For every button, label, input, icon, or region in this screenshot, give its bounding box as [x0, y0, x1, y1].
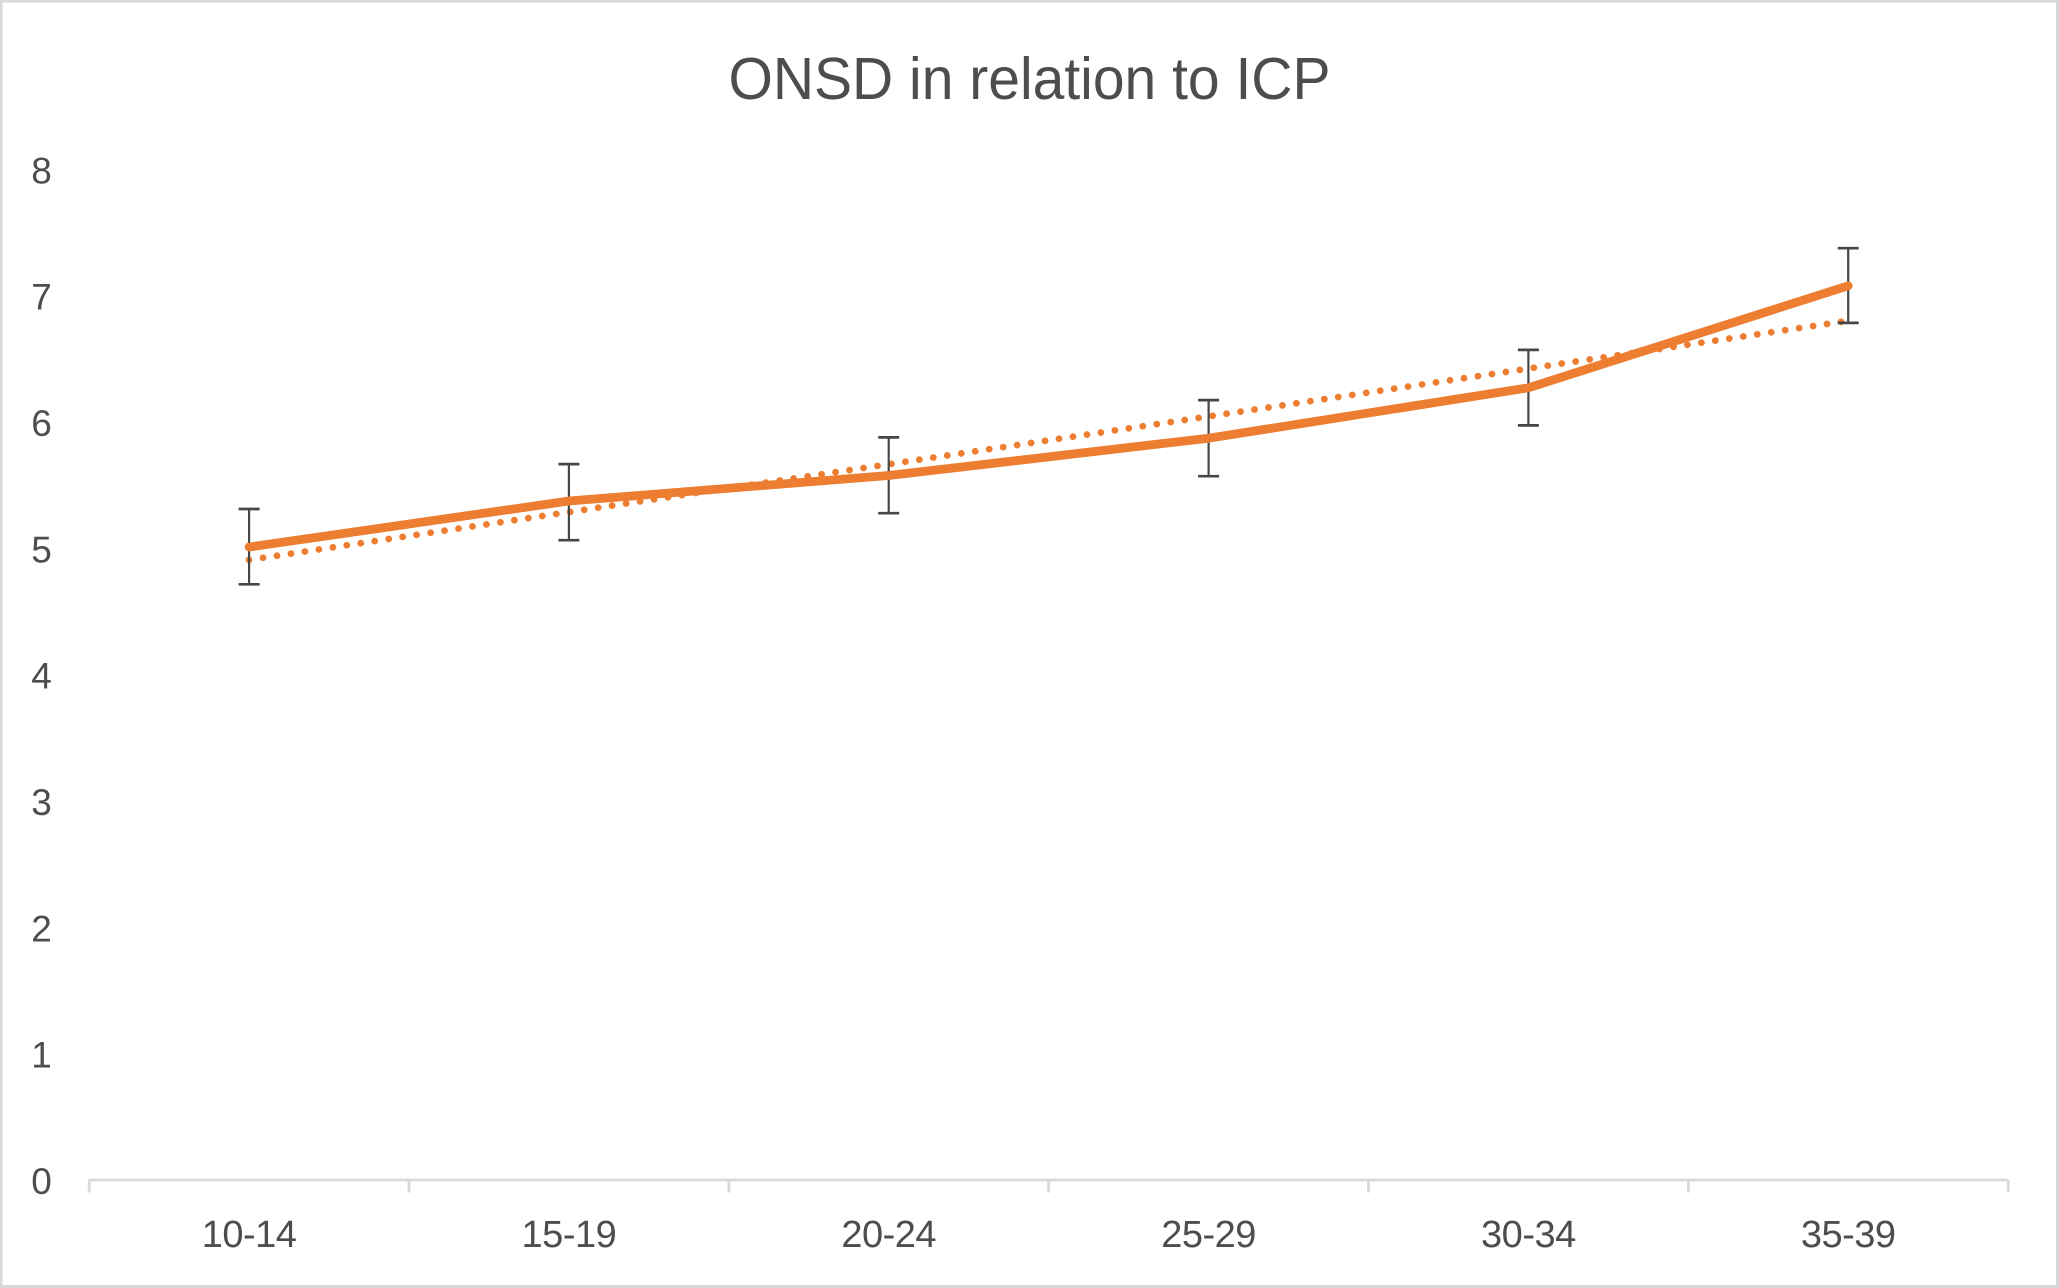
svg-text:ONSD in relation to ICP: ONSD in relation to ICP [729, 46, 1331, 112]
svg-text:5: 5 [31, 529, 52, 570]
svg-text:2: 2 [31, 908, 52, 949]
svg-text:4: 4 [31, 656, 52, 697]
svg-text:3: 3 [31, 782, 52, 823]
svg-text:0: 0 [31, 1161, 52, 1202]
svg-text:10-14: 10-14 [202, 1214, 297, 1256]
svg-text:30-34: 30-34 [1481, 1214, 1576, 1256]
svg-text:35-39: 35-39 [1801, 1214, 1896, 1256]
svg-text:1: 1 [31, 1035, 52, 1076]
svg-text:20-24: 20-24 [841, 1214, 936, 1256]
svg-text:25-29: 25-29 [1161, 1214, 1256, 1256]
svg-text:7: 7 [31, 277, 52, 318]
svg-text:15-19: 15-19 [522, 1214, 617, 1256]
svg-text:8: 8 [31, 150, 52, 191]
svg-text:6: 6 [31, 403, 52, 444]
